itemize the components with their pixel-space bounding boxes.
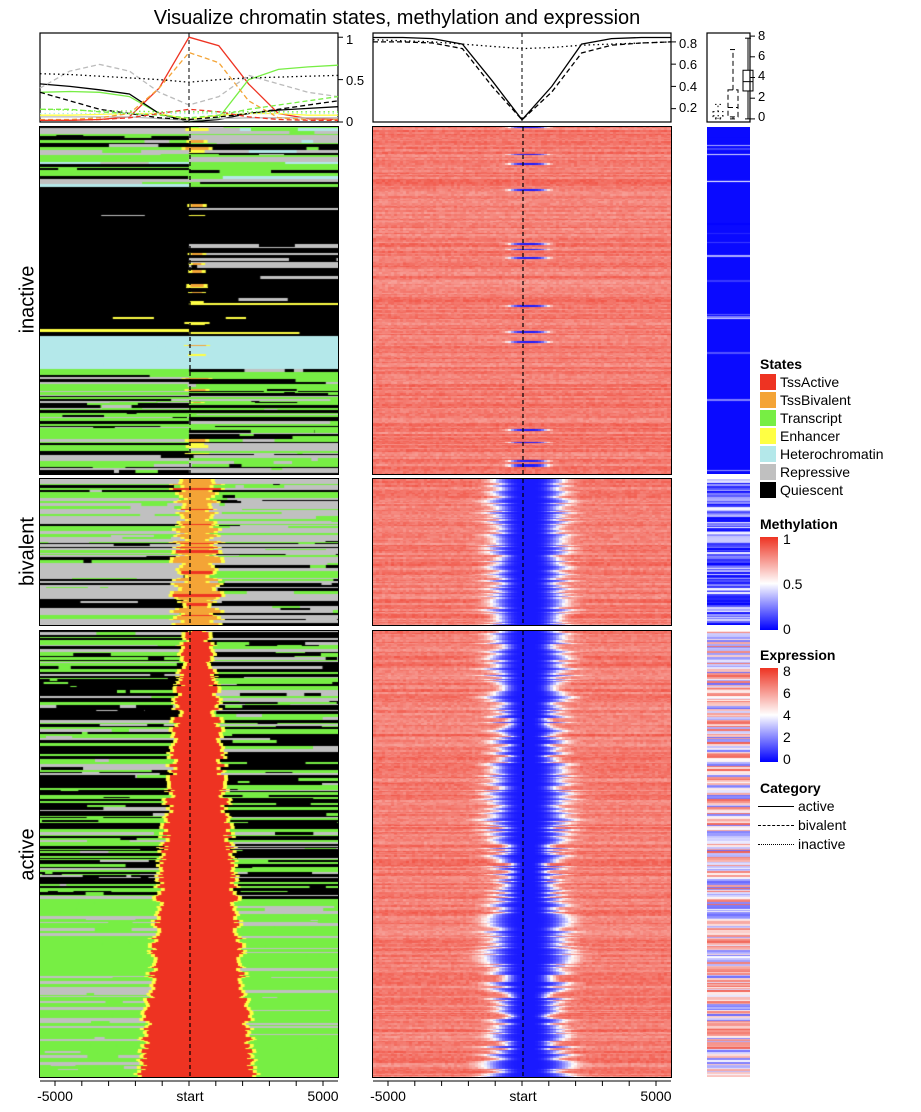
legend-swatch bbox=[760, 428, 776, 444]
expression-heatmap-active bbox=[707, 631, 750, 1077]
legend-label: Quiescent bbox=[780, 482, 844, 498]
methylation-heatmap-inactive bbox=[373, 127, 671, 474]
x-tick-label: start bbox=[509, 1088, 537, 1104]
methylation-heatmap-bivalent bbox=[373, 479, 671, 625]
legend-swatch bbox=[760, 482, 776, 498]
figure-title: Visualize chromatin states, methylation … bbox=[153, 7, 641, 29]
y-tick-label: 0.4 bbox=[679, 79, 698, 94]
methylation-tick: 0.5 bbox=[783, 576, 803, 592]
legend-label: Heterochromatin bbox=[780, 446, 884, 462]
methylation-tick: 0 bbox=[783, 621, 791, 637]
legend-label: Transcript bbox=[780, 410, 842, 426]
legend-item-active: active bbox=[758, 798, 835, 814]
y-tick-label: 2 bbox=[758, 89, 766, 104]
methylation-colorbar bbox=[760, 537, 778, 630]
y-tick-label: 0.5 bbox=[346, 73, 365, 88]
methylation-tick: 1 bbox=[783, 531, 791, 547]
y-tick-label: 0 bbox=[758, 109, 766, 124]
legend-swatch bbox=[760, 464, 776, 480]
expression-tick: 2 bbox=[783, 729, 791, 745]
y-tick-label: 6 bbox=[758, 48, 766, 63]
x-tick-label: 5000 bbox=[640, 1088, 672, 1104]
profile-line-quiescent-active bbox=[39, 83, 339, 123]
chromatin-states-profile-panel bbox=[39, 32, 343, 123]
y-tick-label: 0.8 bbox=[679, 36, 698, 51]
legend-states-title: States bbox=[760, 356, 803, 372]
states-frame-inactive bbox=[39, 126, 339, 475]
legend-item-transcript: Transcript bbox=[760, 410, 842, 426]
legend-label: TssActive bbox=[780, 374, 840, 390]
expression-heatmap-inactive bbox=[707, 127, 750, 474]
y-tick-label: 0.6 bbox=[679, 57, 698, 72]
legend-label: Repressive bbox=[780, 464, 851, 480]
expression-heatmap-bivalent bbox=[707, 479, 750, 625]
methylation-frame-inactive bbox=[372, 126, 672, 475]
legend-methylation-title: Methylation bbox=[760, 516, 838, 532]
states-heatmap-bivalent bbox=[40, 479, 338, 625]
y-tick-label: 8 bbox=[758, 28, 766, 43]
states-frame-active bbox=[39, 630, 339, 1078]
profile-line-tssbivalent-bivalent bbox=[40, 51, 338, 121]
legend-item-quiescent: Quiescent bbox=[760, 482, 843, 498]
expression-tick: 8 bbox=[783, 663, 791, 679]
y-tick-label: 0 bbox=[346, 114, 354, 129]
expression-colorbar bbox=[760, 668, 778, 762]
legend-item-bivalent: bivalent bbox=[758, 817, 846, 833]
legend-item-heterochromatin: Heterochromatin bbox=[760, 446, 884, 462]
x-tick-label: -5000 bbox=[37, 1088, 73, 1104]
expression-tick: 6 bbox=[783, 685, 791, 701]
legend-label: active bbox=[798, 798, 835, 814]
expression-tick: 0 bbox=[783, 751, 791, 767]
boxplot-inactive bbox=[712, 103, 724, 120]
legend-swatch bbox=[760, 374, 776, 390]
states-heatmap-inactive bbox=[40, 127, 338, 474]
legend-swatch bbox=[760, 446, 776, 462]
states-frame-bivalent bbox=[39, 478, 339, 626]
legend-line-dashed bbox=[758, 824, 794, 826]
expression-boxplot-panel bbox=[706, 32, 755, 123]
methylation-profile-panel bbox=[372, 32, 676, 123]
legend-label: Enhancer bbox=[780, 428, 840, 444]
legend-expression-title: Expression bbox=[760, 647, 836, 663]
legend-item-tssactive: TssActive bbox=[760, 374, 839, 390]
legend-swatch bbox=[760, 410, 776, 426]
boxplot-active bbox=[742, 37, 754, 120]
expression-tick: 4 bbox=[783, 707, 791, 723]
methylation-frame-bivalent bbox=[372, 478, 672, 626]
x-tick-label: 5000 bbox=[307, 1088, 339, 1104]
legend-label: bivalent bbox=[798, 817, 847, 833]
states-heatmap-active bbox=[40, 631, 338, 1077]
methylation-heatmap-active bbox=[373, 631, 671, 1077]
legend-line-dotted bbox=[758, 843, 794, 845]
x-tick-label: start bbox=[176, 1088, 204, 1104]
profile-line-bivalent bbox=[373, 41, 672, 121]
legend-item-enhancer: Enhancer bbox=[760, 428, 840, 444]
methylation-frame-active bbox=[372, 630, 672, 1078]
boxplot-bivalent bbox=[727, 49, 739, 120]
legend-item-tssbivalent: TssBivalent bbox=[760, 392, 851, 408]
legend-item-inactive: inactive bbox=[758, 836, 845, 852]
legend-category-title: Category bbox=[760, 780, 821, 796]
y-tick-label: 4 bbox=[758, 68, 766, 83]
x-tick-label: -5000 bbox=[370, 1088, 406, 1104]
legend-label: TssBivalent bbox=[780, 392, 851, 408]
legend-line-solid bbox=[758, 805, 794, 807]
legend-item-repressive: Repressive bbox=[760, 464, 850, 480]
profile-line-tssactive-bivalent bbox=[40, 108, 338, 121]
legend-label: inactive bbox=[798, 836, 846, 852]
y-tick-label: 1 bbox=[346, 32, 354, 47]
y-tick-label: 0.2 bbox=[679, 100, 698, 115]
legend-swatch bbox=[760, 392, 776, 408]
